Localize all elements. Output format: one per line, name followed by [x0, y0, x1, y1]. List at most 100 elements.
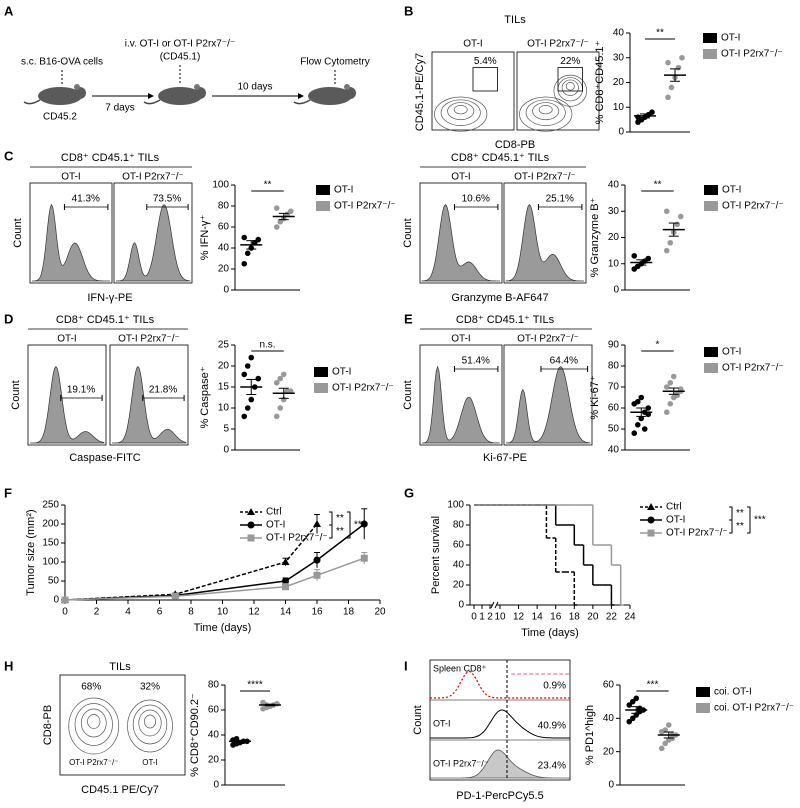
x-axis-label: Time (days): [521, 627, 579, 639]
significance-bracket: [329, 511, 333, 526]
flow-y-label: Count: [12, 218, 24, 247]
histogram: [421, 365, 500, 444]
panel-label: A: [4, 3, 14, 18]
x-tick-label: 8: [188, 607, 194, 618]
flow-title: TILs: [504, 14, 526, 26]
flow-title: TILs: [109, 661, 131, 673]
y-tick-label: 30: [608, 206, 620, 217]
data-point: [626, 702, 633, 708]
legend-marker: [247, 508, 255, 515]
data-point: [645, 255, 652, 262]
interval-label: 7 days: [105, 103, 134, 114]
group-label: OT-I P2rx7⁻/⁻: [514, 172, 576, 183]
x-tick-label: 1: [479, 612, 485, 623]
flow-y-label: Count: [10, 380, 22, 409]
gate-label: 68%: [81, 682, 101, 693]
data-point: [241, 371, 248, 378]
histogram: [505, 366, 591, 444]
data-point: [313, 520, 321, 527]
data-point: [662, 727, 669, 733]
significance-bracket: [729, 506, 733, 521]
legend-label: OT-I: [721, 33, 740, 44]
significance-label: **: [654, 180, 662, 191]
data-point: [633, 695, 640, 702]
y-tick-label: 150: [42, 538, 59, 549]
data-point: [663, 409, 670, 416]
group-label: OT-I P2rx7⁻/⁻: [69, 758, 118, 767]
data-point: [665, 722, 672, 728]
gate-label: 32%: [140, 682, 160, 693]
contour: [538, 105, 553, 115]
legend-label: OT-I P2rx7⁻/⁻: [334, 201, 396, 212]
contour: [453, 105, 468, 115]
data-point: [638, 394, 645, 401]
x-tick-label: 16: [311, 607, 323, 618]
group-label: OT-I: [61, 172, 80, 183]
panel-label: D: [4, 311, 13, 326]
group-label: OT-I: [451, 172, 470, 183]
contour: [434, 96, 488, 132]
gate: [557, 67, 584, 92]
data-point: [248, 354, 255, 361]
step-label: Flow Cytometry: [300, 57, 369, 68]
legend-swatch: [314, 383, 328, 393]
legend-swatch: [703, 33, 717, 43]
legend-label: coi. OT-I: [714, 687, 752, 698]
data-point: [255, 375, 262, 382]
mouse-body: [38, 87, 82, 105]
y-tick-label: 40: [453, 560, 465, 571]
y-tick-label: 20: [218, 264, 230, 275]
y-tick-label: 40: [208, 730, 220, 741]
y-axis-label: % IFN-γ⁺: [199, 215, 211, 261]
data-point: [241, 234, 248, 241]
contour: [80, 708, 107, 738]
contour: [447, 102, 475, 121]
x-tick-label: 22: [606, 612, 618, 623]
x-tick-label: 6: [157, 607, 163, 618]
legend-label: OT-I P2rx7⁻/⁻: [332, 383, 394, 394]
significance-label: ****: [247, 680, 263, 691]
gate-label: 22%: [560, 56, 580, 67]
x-tick-label: 2: [487, 612, 493, 623]
data-point: [670, 373, 677, 380]
contour: [532, 102, 560, 121]
y-tick-label: 80: [208, 680, 220, 691]
y-axis-label: % PD1^high: [584, 705, 596, 765]
data-point: [665, 59, 671, 66]
step-label: i.v. OT-I or OT-I P2rx7⁻/⁻: [125, 39, 235, 50]
panel-label: E: [404, 311, 413, 326]
y-tick-label: 80: [608, 361, 620, 372]
flow-frame: [516, 51, 600, 131]
data-point: [667, 239, 674, 246]
legend-swatch: [704, 185, 718, 195]
contour: [74, 703, 113, 746]
flow-x-label: IFN-γ-PE: [87, 292, 132, 304]
y-axis-label: Percent survival: [430, 516, 442, 594]
flow-x-label: PD-1-PercPCy5.5: [456, 790, 543, 802]
y-tick-label: 40: [608, 180, 620, 191]
legend-label: OT-I P2rx7⁻/⁻: [266, 533, 328, 544]
y-tick-label: 40: [218, 243, 230, 254]
y-tick-label: 80: [453, 520, 465, 531]
legend-label: OT-I: [332, 367, 351, 378]
y-axis-label: % Granzyme B⁺: [589, 197, 601, 277]
significance-label: **: [336, 526, 344, 537]
y-tick-label: 10: [613, 102, 625, 113]
step-label: s.c. B16-OVA cells: [21, 57, 103, 68]
y-tick-label: 0: [608, 780, 614, 791]
panel-label: F: [4, 485, 12, 500]
data-point: [679, 54, 685, 61]
contour: [127, 699, 173, 753]
legend-marker: [647, 516, 655, 524]
flow-frame: [109, 344, 189, 446]
legend-label: OT-I P2rx7⁻/⁻: [666, 528, 728, 539]
group-label: OT-I: [142, 758, 158, 767]
data-point: [663, 208, 670, 215]
y-tick-label: 5: [223, 424, 229, 435]
significance-label: **: [656, 28, 664, 39]
legend-label: OT-I P2rx7⁻/⁻: [722, 201, 784, 212]
x-axis-label: Time (days): [194, 622, 252, 634]
flow-frame: [429, 659, 571, 781]
axis-break: [494, 601, 499, 609]
flow-frame: [431, 51, 515, 131]
